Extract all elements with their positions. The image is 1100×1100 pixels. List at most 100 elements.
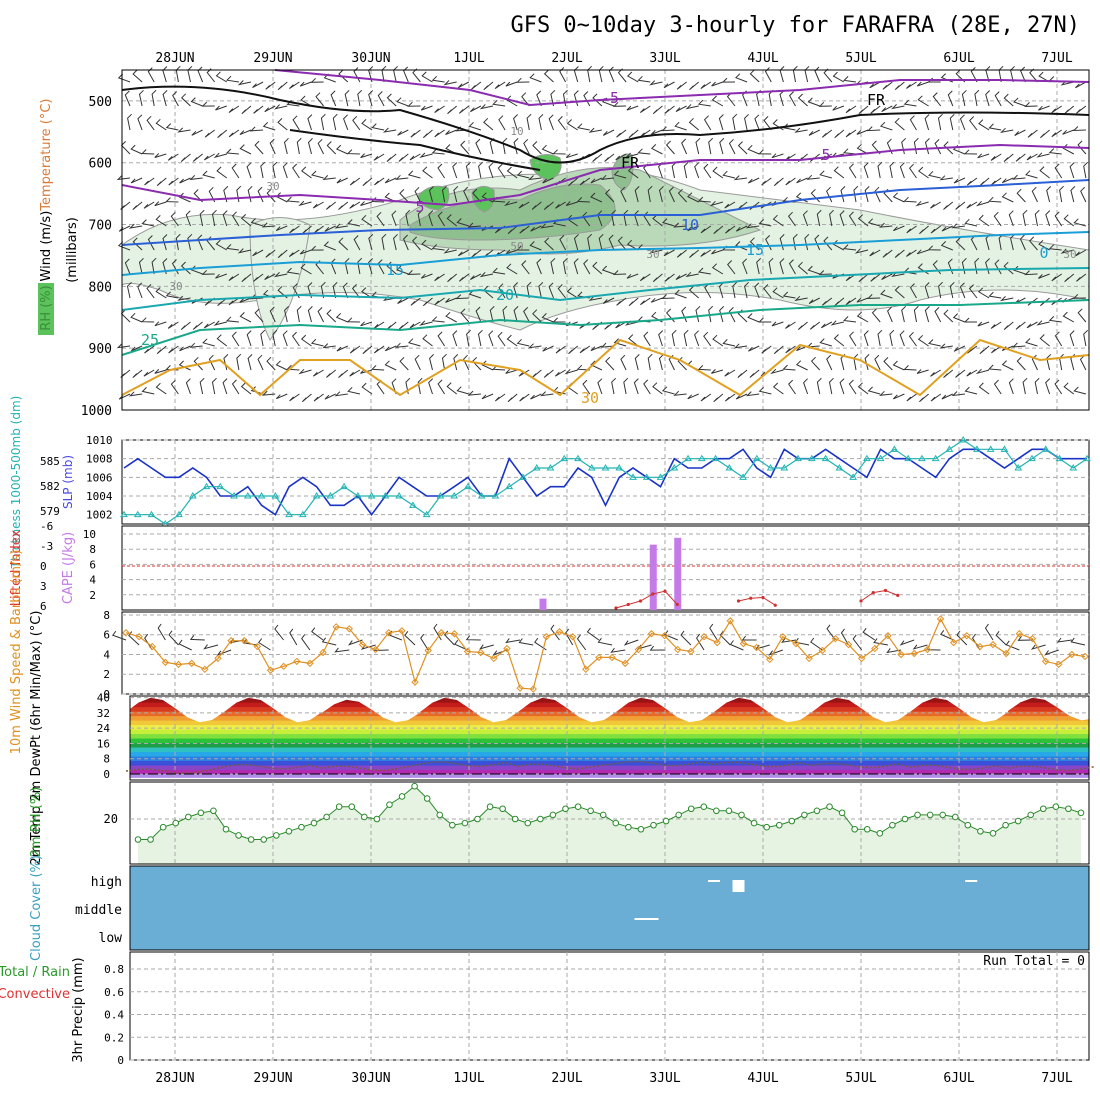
wind-barb (722, 339, 736, 347)
wind-barb (808, 297, 820, 305)
wind-barb (913, 137, 919, 155)
wind-barb (695, 305, 701, 323)
wind-barb (937, 113, 943, 131)
wind-barb (906, 249, 917, 257)
contour-label: 30 (169, 280, 182, 293)
thickness-marker (876, 454, 885, 462)
wind-barb (555, 201, 566, 209)
rh-marker (134, 836, 142, 843)
wind-barb (257, 354, 264, 371)
wind-barb (742, 258, 748, 275)
wind-barb (206, 68, 216, 83)
wind-barb (1072, 293, 1086, 299)
bottom-day-label: 30JUN (351, 1071, 390, 1086)
wind-barb (162, 234, 168, 251)
wind-barb (265, 81, 276, 90)
wind-speed-marker (779, 632, 787, 641)
li-marker (883, 588, 888, 593)
wind-barb (313, 393, 324, 402)
wind-barb (469, 105, 482, 113)
wind-barb (662, 218, 675, 227)
wind-barb (985, 90, 991, 107)
wind-barb (1046, 353, 1052, 371)
wind-barb (225, 316, 239, 323)
wind-barb (582, 211, 591, 227)
wind-barb (624, 152, 639, 158)
wind-barb (674, 289, 687, 299)
temp-band (130, 765, 1089, 771)
wind-barb (215, 273, 227, 279)
wind-barb (257, 186, 264, 203)
wind-barb (357, 257, 363, 275)
wind-barb (711, 81, 724, 87)
top-day-label: 4JUL (747, 51, 778, 66)
thickness-marker (285, 510, 293, 518)
rh-legend-swatch (38, 283, 54, 335)
wind-speed-marker (1068, 650, 1076, 659)
wind-barb (689, 249, 700, 258)
wind-barb (565, 321, 578, 327)
thickness-marker (381, 492, 390, 499)
wind-barb (737, 141, 748, 155)
wind-barb (650, 297, 663, 303)
wind-barb (934, 307, 942, 323)
thickness-marker (353, 492, 362, 499)
rh-marker (411, 782, 418, 790)
isotherm-line (121, 338, 1090, 397)
wind-barb (782, 291, 796, 299)
wind-barb (626, 71, 639, 83)
wind-barb (445, 311, 457, 323)
wind-barb (833, 334, 845, 347)
wind-speed-marker (332, 623, 340, 631)
wind-barb (231, 211, 240, 227)
wind-barb (154, 153, 167, 158)
wind-barb (733, 343, 748, 349)
wind-barb (808, 129, 820, 136)
wind-barb (663, 81, 675, 89)
wind-barb (994, 259, 1002, 275)
thickness-marker (807, 454, 816, 462)
wind-barb (567, 382, 578, 395)
wind-barb (478, 161, 483, 179)
upper-air-ylabel-rh: RH (%) (39, 285, 54, 330)
slp-ylabel: SLP (mb) (61, 455, 75, 509)
wind-barb (991, 345, 1002, 354)
pressure-tick-label: 800 (89, 280, 112, 295)
wind-barb (934, 139, 942, 155)
wind-barb (225, 75, 239, 83)
wind-barb (893, 225, 905, 232)
wind-barb (825, 186, 833, 203)
thickness-marker (587, 464, 596, 471)
wind-barb (916, 81, 929, 87)
wind-barb (758, 317, 772, 323)
wind-barb (180, 321, 191, 330)
wind-barb (732, 281, 738, 299)
wind10m-barb (810, 637, 823, 651)
wind-barb (977, 321, 990, 327)
li-marker (651, 592, 655, 596)
cape-ylabel: CAPE (J/kg) (61, 532, 76, 604)
wind-barb (494, 393, 506, 402)
wind-barb (222, 210, 228, 227)
wind-barb (650, 129, 663, 135)
wind-speed-marker (398, 627, 406, 635)
slp-line (123, 448, 1087, 517)
wind-barb (913, 305, 919, 323)
wind-speed-marker (884, 632, 892, 640)
rh-marker (599, 811, 607, 819)
wind-barb (1038, 239, 1050, 251)
wind-barb (239, 297, 252, 303)
wind-barb (187, 65, 193, 83)
wind-barb (396, 265, 409, 275)
wind-speed-marker (949, 638, 958, 647)
rh-contour-area (529, 154, 562, 181)
wind-barb (870, 105, 881, 114)
wind-barb (853, 185, 859, 203)
wind-barb (709, 200, 724, 207)
wind-barb (661, 126, 675, 132)
rh-marker (549, 811, 557, 819)
rh-marker (335, 803, 343, 811)
wind-barb (353, 235, 361, 251)
wind-barb (681, 306, 688, 323)
wind-barb (683, 161, 689, 179)
